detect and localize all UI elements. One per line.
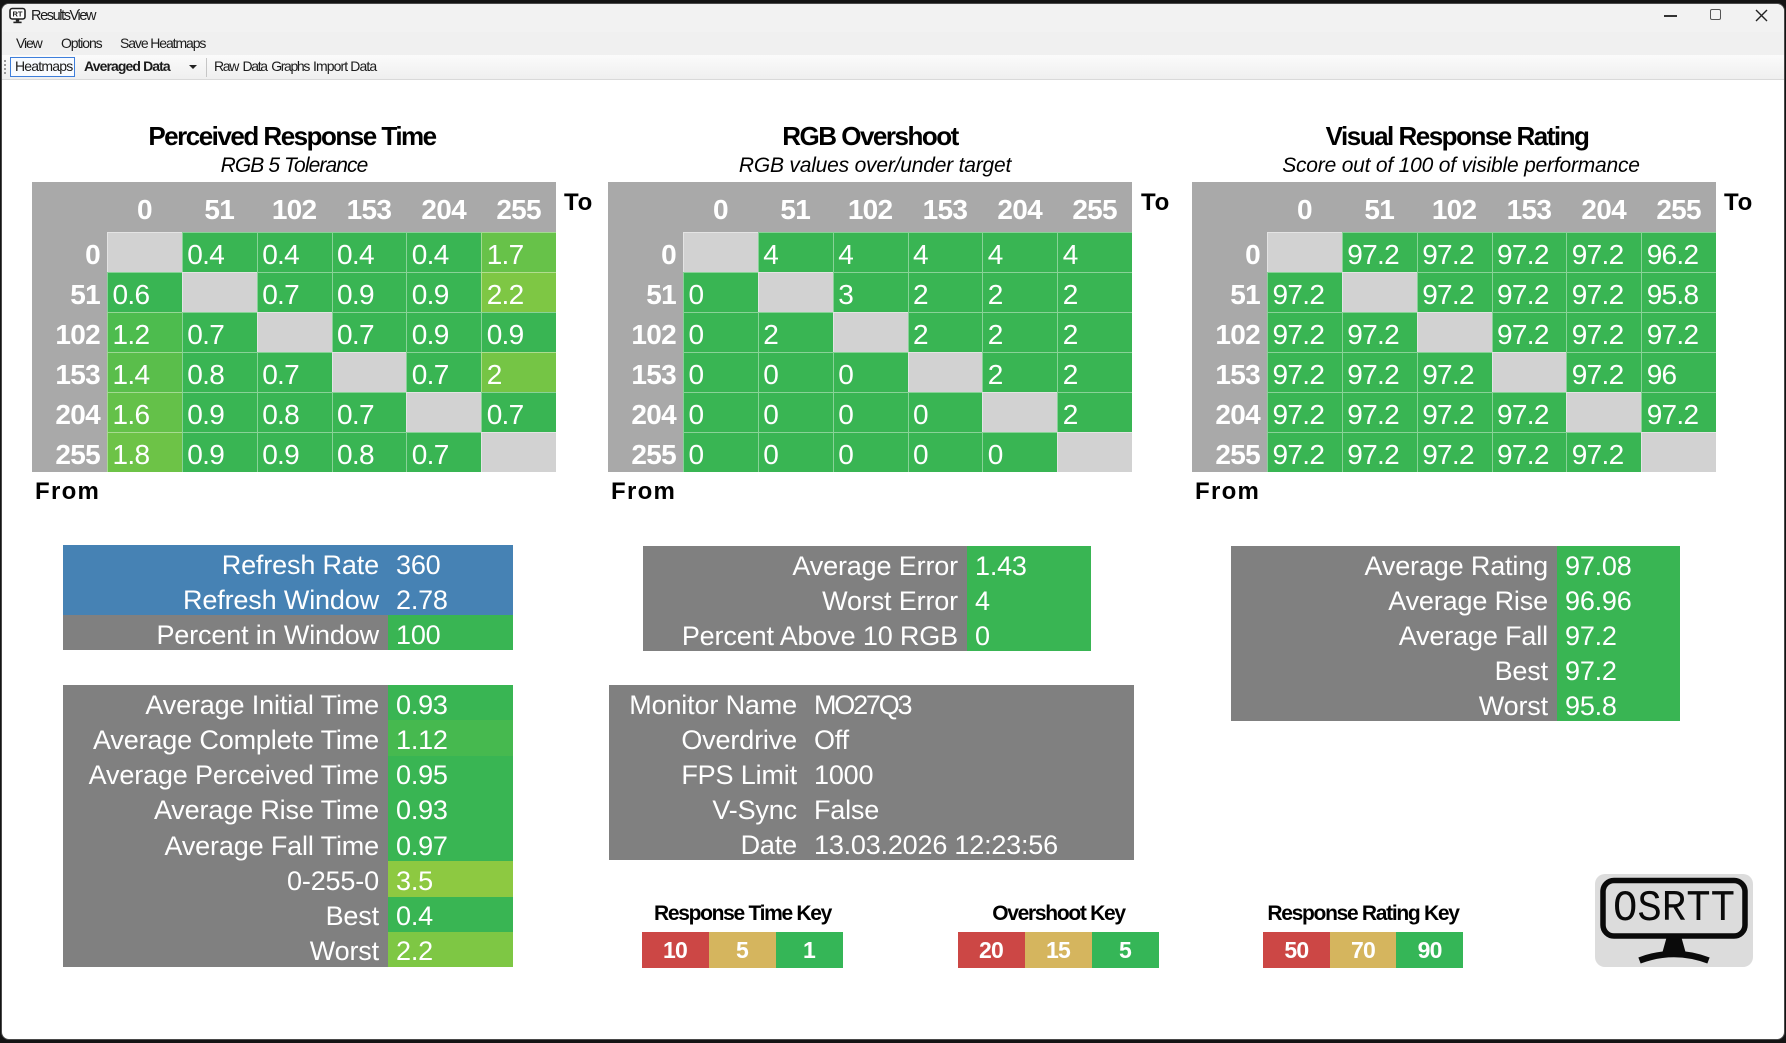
svg-text:OSRTT: OSRTT	[1613, 884, 1735, 934]
svg-text:RT: RT	[13, 10, 23, 19]
